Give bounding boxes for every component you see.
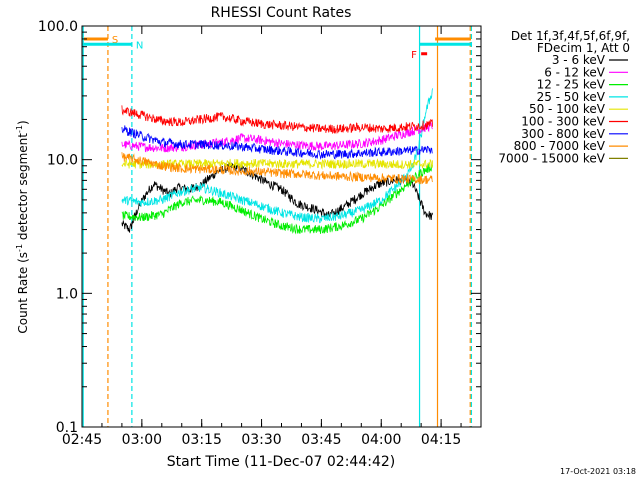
y-tick-label: 10.0: [47, 153, 78, 169]
footer-timestamp: 17-Oct-2021 03:18: [560, 467, 636, 476]
series-line: [121, 125, 433, 160]
x-axis: 02:45 03:00 03:15 03:30 03:45 04:00 04:15: [62, 26, 482, 448]
y-axis-label: Count Rate (s-1 detector segment-1): [15, 120, 30, 333]
x-tick-label: 03:30: [241, 432, 281, 448]
y-axis-label-sup: -1: [15, 125, 24, 133]
legend-entry-label: 6 - 12 keV: [544, 65, 606, 79]
y-axis-label-sup: -1: [15, 244, 24, 252]
series-line: [121, 152, 433, 185]
state-marker-label: S: [112, 35, 118, 46]
legend: Det 1f,3f,4f,5f,6f,9f, FDecim 1, Att 0 3…: [498, 29, 630, 165]
x-axis-label: Start Time (11-Dec-07 02:44:42): [167, 454, 395, 470]
x-tick-label: 03:15: [182, 432, 222, 448]
series-layer: [121, 88, 433, 235]
y-tick-label: 100.0: [38, 19, 78, 35]
legend-entry-label: 7000 - 15000 keV: [498, 151, 605, 165]
legend-entry-label: 25 - 50 keV: [537, 90, 606, 104]
x-tick-label: 04:15: [421, 432, 461, 448]
attenuator-markers: S N F: [82, 35, 472, 61]
x-tick-label: 03:45: [301, 432, 341, 448]
chart-title: RHESSI Count Rates: [211, 5, 352, 21]
series-line: [121, 121, 433, 153]
y-axis-label-part: Count Rate (s: [16, 252, 30, 334]
series-line: [121, 163, 433, 235]
series-line: [121, 88, 433, 224]
legend-header-line: FDecim 1, Att 0: [537, 41, 630, 55]
legend-entry-label: 3 - 6 keV: [552, 53, 606, 67]
y-axis: 100.0 10.0 1.0 0.1: [38, 19, 481, 436]
x-tick-label: 03:00: [122, 432, 162, 448]
y-tick-label: 1.0: [56, 286, 78, 302]
state-marker-label: F: [411, 50, 417, 61]
x-tick-label: 02:45: [62, 432, 102, 448]
state-marker-label: N: [136, 40, 143, 51]
legend-entry-label: 50 - 100 keV: [529, 102, 606, 116]
y-axis-label-part: ): [16, 120, 30, 125]
legend-entry-label: 800 - 7000 keV: [514, 139, 606, 153]
legend-entry-label: 12 - 25 keV: [537, 78, 606, 92]
x-tick-label: 04:00: [361, 432, 401, 448]
series-line: [121, 105, 433, 135]
legend-entry-label: 300 - 800 keV: [521, 127, 605, 141]
legend-header-line: Det 1f,3f,4f,5f,6f,9f,: [511, 29, 630, 43]
y-tick-label: 0.1: [56, 420, 78, 436]
legend-entry-label: 100 - 300 keV: [521, 115, 605, 129]
y-axis-label-part: detector segment: [16, 133, 30, 244]
